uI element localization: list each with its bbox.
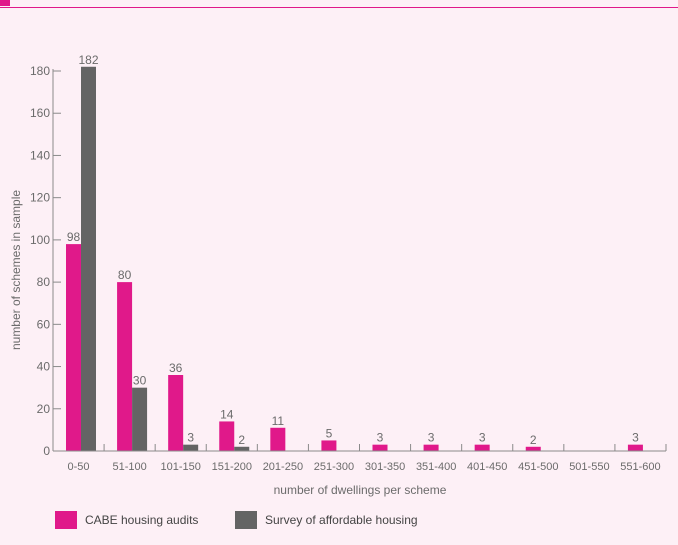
x-tick-label: 401-450 <box>467 461 507 473</box>
bar <box>321 440 337 451</box>
x-tick-label: 151-200 <box>212 461 252 473</box>
y-tick-label: 160 <box>30 106 50 120</box>
y-tick-label: 140 <box>30 148 50 162</box>
y-tick-label: 180 <box>30 64 50 78</box>
bar <box>627 444 643 451</box>
y-tick-label: 60 <box>37 317 51 331</box>
bar <box>423 444 439 451</box>
bar-value-label: 11 <box>272 414 285 428</box>
bar-value-label: 182 <box>78 53 98 67</box>
legend-label-survey: Survey of affordable housing <box>265 513 418 527</box>
bar-value-label: 2 <box>238 433 245 447</box>
bar <box>168 375 184 451</box>
bar-value-label: 5 <box>326 426 333 440</box>
bar <box>474 444 490 451</box>
bar-value-label: 3 <box>377 431 384 445</box>
bar <box>270 427 286 451</box>
bar <box>372 444 388 451</box>
legend-swatch-cabe <box>55 511 77 529</box>
bar-value-label: 3 <box>428 431 435 445</box>
x-tick-label: 301-350 <box>365 461 405 473</box>
x-tick-label: 451-500 <box>518 461 558 473</box>
x-axis-label: number of dwellings per scheme <box>274 483 447 497</box>
y-tick-label: 120 <box>30 191 50 205</box>
bar <box>132 387 148 451</box>
bar-value-label: 3 <box>632 431 639 445</box>
bars: 98 80 36 14 11 5 3 3 3 2 3 182 30 3 2 <box>66 53 643 452</box>
bar-value-label: 14 <box>220 407 234 421</box>
x-tick-label: 551-600 <box>620 461 660 473</box>
bar-value-label: 30 <box>133 374 147 388</box>
legend-label-cabe: CABE housing audits <box>85 513 199 527</box>
legend-item-cabe: CABE housing audits <box>55 510 198 530</box>
bar <box>117 282 133 451</box>
bar-value-label: 36 <box>169 361 183 375</box>
bar <box>525 446 541 451</box>
header-rule-accent <box>0 0 10 6</box>
x-tick-label: 0-50 <box>68 461 90 473</box>
bar <box>234 446 250 451</box>
x-tick-label: 101-150 <box>161 461 201 473</box>
bar-value-label: 80 <box>118 268 132 282</box>
legend-item-survey: Survey of affordable housing <box>235 510 418 530</box>
bar <box>66 244 81 451</box>
x-tick-label: 251-300 <box>314 461 354 473</box>
y-tick-label: 100 <box>30 233 50 247</box>
bar <box>183 444 199 451</box>
y-tick-label: 20 <box>37 402 51 416</box>
y-axis-label: number of schemes in sample <box>9 190 23 350</box>
y-axis: 0 20 40 60 80 100 120 140 160 180 <box>30 64 61 458</box>
header-rule <box>0 0 678 8</box>
x-tick-label: 351-400 <box>416 461 456 473</box>
bar <box>81 66 96 452</box>
y-tick-label: 80 <box>37 275 51 289</box>
bar-value-label: 2 <box>530 433 537 447</box>
y-tick-label: 0 <box>43 444 50 458</box>
y-tick-label: 40 <box>37 360 51 374</box>
x-tick-label: 201-250 <box>263 461 303 473</box>
x-tick-label: 501-550 <box>569 461 609 473</box>
x-axis: 0-50 51-100 101-150 151-200 201-250 251-300 30… <box>52 444 667 473</box>
bar-value-label: 98 <box>67 230 81 244</box>
x-tick-label: 51-100 <box>112 461 146 473</box>
legend-swatch-survey <box>235 511 257 529</box>
bar <box>219 421 235 451</box>
bar-value-label: 3 <box>479 431 486 445</box>
bar-value-label: 3 <box>187 431 194 445</box>
